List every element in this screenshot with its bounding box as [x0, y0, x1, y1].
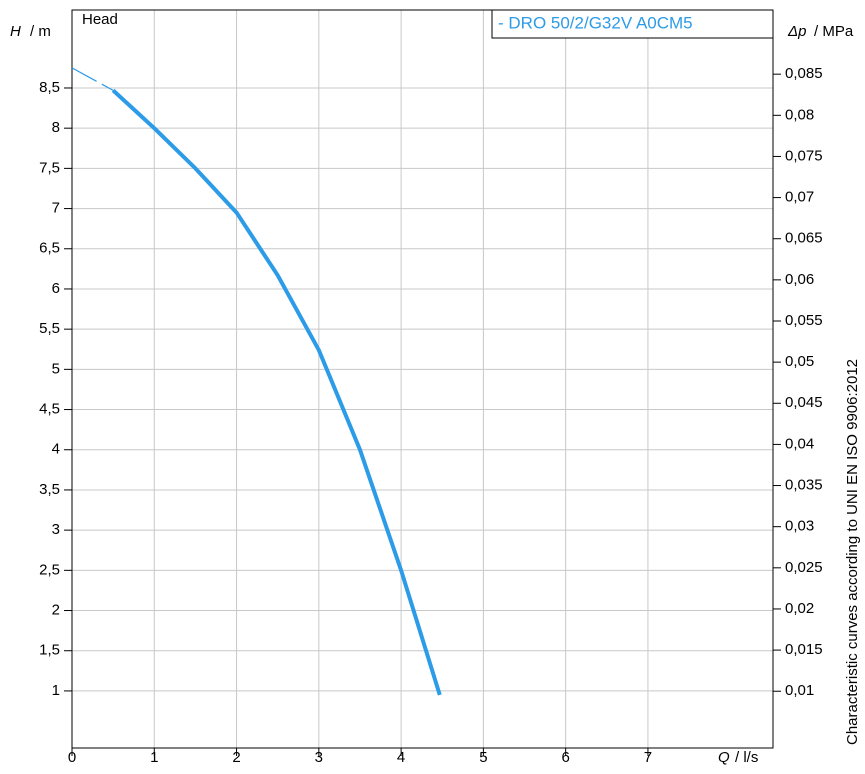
y-tick-label: 6,5 — [39, 240, 60, 257]
y-tick-label: 2 — [52, 601, 60, 618]
y-tick-label: 5 — [52, 360, 60, 377]
x-tick-label: 6 — [561, 749, 569, 766]
x-tick-label: 0 — [68, 749, 76, 766]
x-tick-label: 4 — [397, 749, 405, 766]
plot-frame — [71, 9, 774, 749]
curve — [111, 88, 442, 696]
y-tick-label: 1,5 — [39, 642, 60, 659]
y2-tick-label: 0,04 — [785, 435, 814, 452]
y2-tick-label: 0,06 — [785, 271, 814, 288]
y2-tick-label: 0,085 — [785, 65, 823, 82]
y-axis-symbol: H — [10, 23, 21, 40]
y-tick-label: 8,5 — [39, 79, 60, 96]
y2-axis-symbol: Δp — [787, 23, 806, 40]
x-tick-label: 3 — [315, 749, 323, 766]
y2-tick-label: 0,065 — [785, 230, 823, 247]
y2-tick-label: 0,075 — [785, 147, 823, 164]
y-tick-label: 3,5 — [39, 481, 60, 498]
chart-title: Head — [82, 11, 118, 28]
x-tick-label: 1 — [150, 749, 158, 766]
y2-tick-label: 0,01 — [785, 682, 814, 699]
x-axis-unit: / l/s — [735, 749, 758, 766]
y-tick-label: 2,5 — [39, 561, 60, 578]
y2-tick-label: 0,03 — [785, 518, 814, 535]
y2-tick-label: 0,015 — [785, 641, 823, 658]
y2-tick-label: 0,045 — [785, 394, 823, 411]
y2-tick-label: 0,07 — [785, 189, 814, 206]
y-axis-unit: / m — [30, 23, 51, 40]
legend-box — [491, 9, 774, 39]
curve — [71, 67, 114, 91]
y-tick-label: 3 — [52, 521, 60, 538]
x-tick-label: 5 — [479, 749, 487, 766]
y2-tick-label: 0,05 — [785, 353, 814, 370]
x-tick-label: 7 — [644, 749, 652, 766]
y2-tick-label: 0,025 — [785, 559, 823, 576]
y-tick-label: 7 — [52, 200, 60, 217]
x-tick-label: 2 — [232, 749, 240, 766]
side-note: Characteristic curves according to UNI E… — [844, 359, 861, 745]
y2-tick-label: 0,02 — [785, 600, 814, 617]
y-tick-label: 1 — [52, 682, 60, 699]
y2-tick-label: 0,08 — [785, 106, 814, 123]
y-tick-label: 4,5 — [39, 401, 60, 418]
y2-axis-unit: / MPa — [814, 23, 854, 40]
y-tick-label: 6 — [52, 280, 60, 297]
y-tick-label: 7,5 — [39, 159, 60, 176]
x-axis-symbol: Q — [718, 749, 730, 766]
legend-entry: - DRO 50/2/G32V A0CM5 — [498, 13, 693, 32]
y-tick-label: 8 — [52, 119, 60, 136]
y-tick-label: 4 — [52, 441, 60, 458]
y-tick-label: 5,5 — [39, 320, 60, 337]
y2-tick-label: 0,055 — [785, 312, 823, 329]
y2-tick-label: 0,035 — [785, 477, 823, 494]
